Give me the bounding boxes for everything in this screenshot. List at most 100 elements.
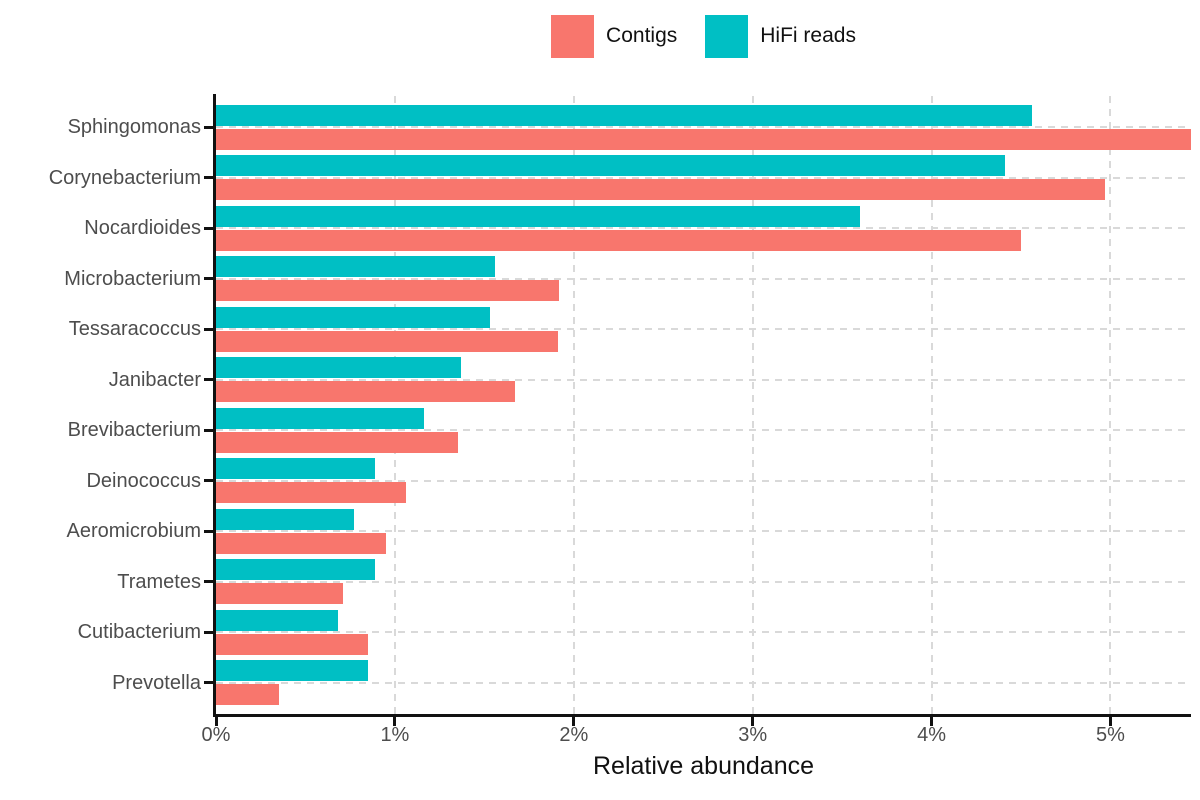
bar-group-deinococcus [216, 456, 1191, 507]
y-tick-nocardioides [204, 226, 213, 230]
category-gridline [216, 126, 1191, 129]
category-label-cutibacterium: Cutibacterium [77, 621, 201, 644]
y-tick-cutibacterium [204, 630, 213, 634]
y-tick-corynebacterium [204, 176, 213, 180]
category-label-nocardioides: Nocardioides [84, 217, 201, 240]
x-axis-title: Relative abundance [593, 752, 814, 780]
y-tick-brevibacterium [204, 428, 213, 432]
bar-corynebacterium-hifi-reads [216, 155, 1005, 177]
bar-group-tessaracoccus [216, 304, 1191, 355]
category-label-brevibacterium: Brevibacterium [67, 419, 201, 442]
y-tick-janibacter [204, 378, 213, 382]
bar-sphingomonas-hifi-reads [216, 104, 1032, 126]
legend: Contigs HiFi reads [216, 14, 1191, 58]
category-label-corynebacterium: Corynebacterium [48, 166, 201, 189]
bar-brevibacterium-contigs [216, 431, 458, 453]
bar-janibacter-contigs [216, 381, 515, 403]
legend-swatch-hifi-reads [705, 14, 749, 58]
category-gridline [216, 328, 1191, 331]
legend-swatch-contigs [551, 14, 595, 58]
bar-group-nocardioides [216, 203, 1191, 254]
y-tick-tessaracoccus [204, 327, 213, 331]
y-tick-deinococcus [204, 479, 213, 483]
bar-group-janibacter [216, 355, 1191, 406]
x-tick-label-1%: 1% [380, 724, 410, 746]
legend-item-hifi-reads: HiFi reads [705, 14, 856, 58]
category-label-trametes: Trametes [117, 570, 201, 593]
category-label-aeromicrobium: Aeromicrobium [66, 520, 201, 543]
category-label-microbacterium: Microbacterium [64, 267, 201, 290]
plot-panel [216, 96, 1191, 714]
x-tick-label-4%: 4% [917, 724, 947, 746]
x-tick-4% [930, 717, 934, 726]
category-gridline [216, 479, 1191, 482]
gridline-5% [1109, 96, 1112, 714]
bar-aeromicrobium-hifi-reads [216, 508, 354, 530]
bar-aeromicrobium-contigs [216, 532, 386, 554]
bar-group-corynebacterium [216, 153, 1191, 204]
bar-nocardioides-hifi-reads [216, 205, 861, 227]
legend-label: HiFi reads [760, 24, 856, 47]
bar-group-sphingomonas [216, 102, 1191, 153]
x-tick-label-5%: 5% [1096, 724, 1125, 746]
y-tick-prevotella [204, 681, 213, 685]
bar-group-microbacterium [216, 254, 1191, 305]
category-gridline [216, 277, 1191, 280]
category-label-sphingomonas: Sphingomonas [67, 116, 201, 139]
bar-tessaracoccus-hifi-reads [216, 306, 490, 328]
y-tick-sphingomonas [204, 125, 213, 129]
bar-group-brevibacterium [216, 405, 1191, 456]
bar-brevibacterium-hifi-reads [216, 407, 424, 429]
bar-group-prevotella [216, 658, 1191, 709]
category-label-deinococcus: Deinococcus [86, 469, 201, 492]
x-tick-label-0%: 0% [201, 724, 231, 746]
x-tick-label-3%: 3% [738, 724, 768, 746]
x-tick-label-2%: 2% [559, 724, 589, 746]
bar-prevotella-hifi-reads [216, 660, 369, 682]
y-axis-line [213, 94, 216, 717]
category-gridline [216, 176, 1191, 179]
category-gridline [216, 631, 1191, 634]
category-gridline [216, 580, 1191, 583]
category-gridline [216, 378, 1191, 381]
x-tick-3% [751, 717, 755, 726]
gridline-2% [572, 96, 575, 714]
legend-label: Contigs [606, 24, 678, 47]
bar-prevotella-contigs [216, 684, 279, 706]
x-tick-0% [214, 717, 218, 726]
bar-trametes-contigs [216, 583, 344, 605]
bar-janibacter-hifi-reads [216, 357, 462, 379]
y-tick-microbacterium [204, 277, 213, 281]
category-label-janibacter: Janibacter [108, 368, 201, 391]
category-label-tessaracoccus: Tessaracoccus [68, 318, 201, 341]
bar-microbacterium-hifi-reads [216, 256, 496, 278]
bar-group-trametes [216, 557, 1191, 608]
x-tick-1% [393, 717, 397, 726]
bar-deinococcus-hifi-reads [216, 458, 376, 480]
y-tick-aeromicrobium [204, 529, 213, 533]
bar-sphingomonas-contigs [216, 128, 1191, 150]
y-tick-trametes [204, 580, 213, 584]
bar-group-cutibacterium [216, 607, 1191, 658]
gridline-3% [751, 96, 754, 714]
x-tick-5% [1108, 717, 1112, 726]
category-gridline [216, 227, 1191, 230]
category-gridline [216, 429, 1191, 432]
category-label-prevotella: Prevotella [112, 671, 201, 694]
bar-cutibacterium-hifi-reads [216, 609, 338, 631]
gridline-4% [930, 96, 933, 714]
bar-group-aeromicrobium [216, 506, 1191, 557]
bar-cutibacterium-contigs [216, 633, 369, 655]
bar-deinococcus-contigs [216, 482, 406, 504]
bar-tessaracoccus-contigs [216, 330, 558, 352]
category-gridline [216, 530, 1191, 533]
bar-rows [216, 102, 1191, 708]
bar-trametes-hifi-reads [216, 559, 376, 581]
category-gridline [216, 681, 1191, 684]
x-tick-2% [572, 717, 576, 726]
legend-item-contigs: Contigs [551, 14, 678, 58]
bar-corynebacterium-contigs [216, 179, 1106, 201]
gridline-1% [393, 96, 396, 714]
bar-nocardioides-contigs [216, 229, 1022, 251]
